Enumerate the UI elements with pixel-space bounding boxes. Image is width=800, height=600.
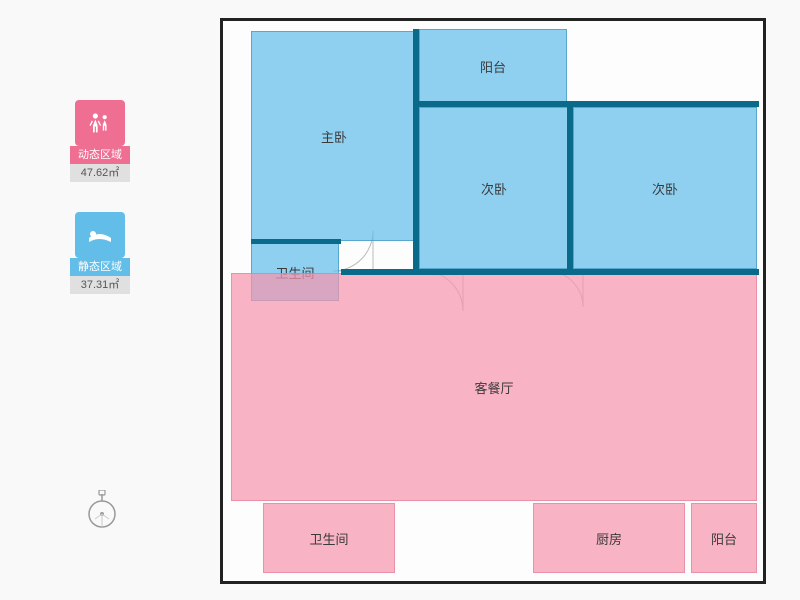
room-label: 客餐厅 [474,378,513,397]
room-second_bed1: 次卧 [419,107,569,269]
room-label: 阳台 [480,57,506,76]
room-balcony_top: 阳台 [419,29,567,103]
inner-wall [419,101,759,107]
inner-wall [341,269,759,275]
room-label: 厨房 [596,529,622,548]
legend-static: 静态区域 37.31㎡ [70,212,130,294]
room-balcony_bot: 阳台 [691,503,757,573]
people-icon [75,100,125,146]
legend-dynamic-label: 动态区域 [70,146,130,164]
room-living: 客餐厅 [231,273,757,501]
room-label: 主卧 [321,127,347,146]
legend-static-label: 静态区域 [70,258,130,276]
room-label: 次卧 [652,179,678,198]
room-label: 卫生间 [309,529,348,548]
floor-plan: 阳台主卧次卧次卧卫生间客餐厅卫生间厨房阳台 [220,18,766,584]
room-label: 次卧 [481,179,507,198]
inner-wall [567,103,573,271]
inner-wall [413,29,419,269]
room-second_bed2: 次卧 [573,107,757,269]
room-bath_bot: 卫生间 [263,503,395,573]
room-master_bed: 主卧 [251,31,417,241]
room-kitchen: 厨房 [533,503,685,573]
inner-wall [251,239,341,244]
sleep-icon [75,212,125,258]
compass-icon [85,490,119,524]
legend-dynamic-value: 47.62㎡ [70,164,130,182]
legend: 动态区域 47.62㎡ 静态区域 37.31㎡ [70,100,130,324]
legend-dynamic: 动态区域 47.62㎡ [70,100,130,182]
legend-static-value: 37.31㎡ [70,276,130,294]
room-label: 阳台 [711,529,737,548]
